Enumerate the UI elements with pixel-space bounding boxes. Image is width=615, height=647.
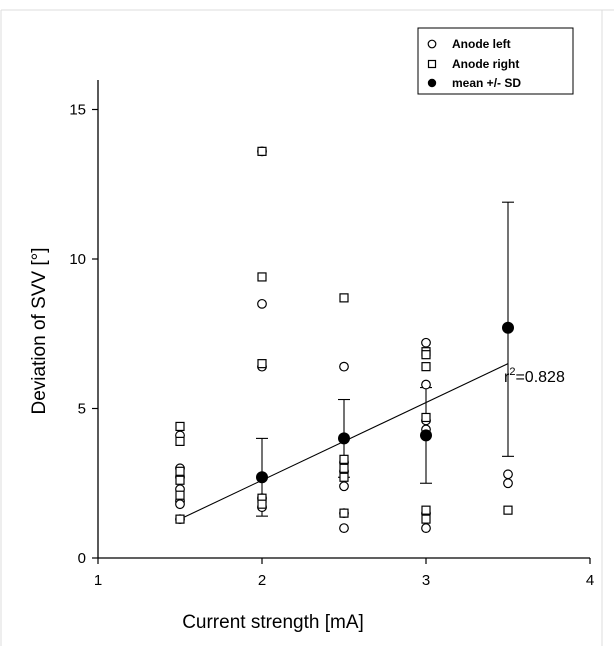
anode-left-point: [257, 298, 267, 309]
anode-right-point: [175, 436, 185, 446]
anode-right-point: [421, 505, 431, 515]
x-tick-label: 3: [422, 572, 430, 589]
r-squared-value: =0.828: [515, 369, 564, 386]
data-points: [175, 146, 514, 533]
anode-right-point: [257, 146, 267, 156]
x-tick-label: 4: [586, 572, 594, 589]
anode-right-point: [421, 514, 431, 524]
legend-box: [417, 27, 574, 95]
anode-right-point: [339, 454, 349, 464]
legend: Anode left Anode right mean +/- SD: [417, 27, 574, 95]
x-tick-label: 1: [94, 572, 102, 589]
legend-label-mean-sd: mean +/- SD: [452, 76, 521, 90]
mean-point: [502, 321, 514, 334]
anode-right-point: [339, 508, 349, 518]
anode-right-point: [257, 359, 267, 369]
anode-left-point: [339, 361, 349, 372]
legend-label-anode-right: Anode right: [452, 57, 519, 71]
anode-right-point: [257, 272, 267, 282]
anode-left-point: [421, 337, 431, 348]
anode-right-point: [339, 293, 349, 303]
error-bars: [256, 201, 514, 517]
anode-right-point: [421, 350, 431, 360]
anode-right-point: [339, 463, 349, 473]
y-tick-label: 5: [78, 401, 86, 418]
anode-left-point: [503, 478, 513, 489]
anode-left-point: [503, 469, 513, 480]
anode-right-point: [175, 514, 185, 524]
anode-right-point: [175, 490, 185, 500]
y-axis-title: Deviation of SVV [°]: [29, 247, 50, 414]
legend-label-anode-left: Anode left: [452, 37, 511, 51]
x-axis-title: Current strength [mA]: [182, 612, 364, 633]
r-squared-annotation: r2=0.828: [504, 366, 565, 386]
anode-left-point: [175, 499, 185, 510]
anode-right-point: [421, 362, 431, 372]
anode-right-point: [503, 505, 513, 515]
legend-filled-circle-icon: [427, 78, 437, 88]
mean-point: [338, 432, 350, 445]
y-tick-label: 15: [69, 102, 86, 119]
anode-right-point: [421, 412, 431, 423]
mean-point: [420, 429, 432, 442]
r-squared-base: r: [504, 369, 510, 386]
x-tick-label: 2: [258, 572, 266, 589]
anode-right-point: [175, 421, 185, 432]
mean-point: [256, 471, 268, 484]
anode-right-point: [175, 475, 185, 485]
axes: 1 2 3 4 0 5 10 15: [69, 80, 594, 589]
anode-right-point: [175, 466, 185, 476]
anode-left-point: [421, 379, 431, 390]
legend-open-circle-icon: [427, 39, 437, 49]
legend-open-square-icon: [427, 59, 437, 69]
anode-left-point: [339, 523, 349, 533]
anode-left-point: [339, 481, 349, 492]
anode-right-point: [257, 499, 267, 509]
y-tick-label: 0: [78, 550, 86, 567]
r-squared-superscript: 2: [509, 366, 515, 378]
anode-left-point: [421, 523, 431, 533]
y-tick-label: 10: [69, 251, 86, 268]
anode-right-point: [339, 472, 349, 482]
